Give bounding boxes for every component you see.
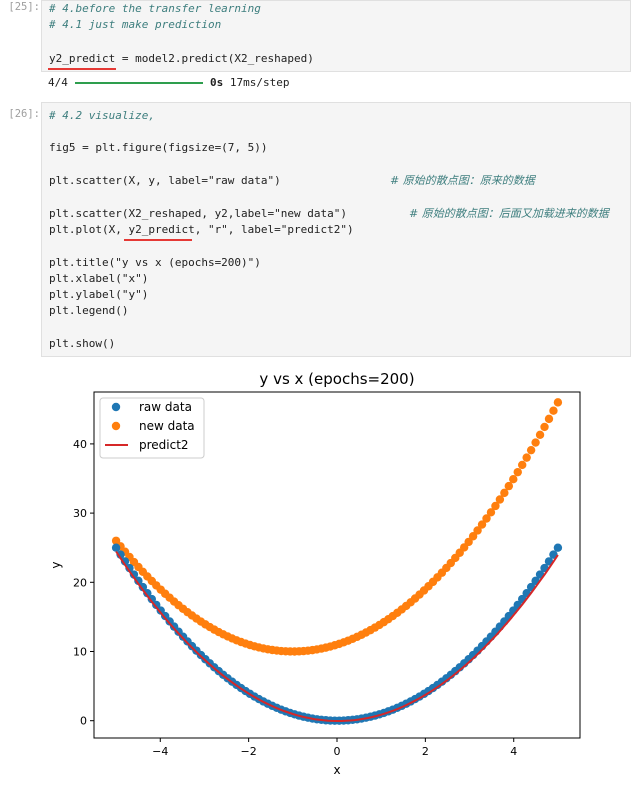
new-data-point bbox=[477, 520, 487, 529]
y-tick-label: 20 bbox=[73, 576, 87, 589]
x-tick-label: −2 bbox=[241, 745, 257, 758]
new-data-point bbox=[531, 438, 540, 447]
raw-data-point bbox=[549, 550, 558, 559]
legend-marker-new bbox=[111, 421, 121, 431]
legend: raw data new data predict2 bbox=[99, 397, 205, 459]
x-axis-label: x bbox=[333, 763, 340, 777]
new-data-point bbox=[526, 445, 536, 455]
new-data-point bbox=[504, 481, 514, 491]
output-step-count: 4/4 bbox=[48, 76, 68, 89]
code-comment: # 4.2 visualize, bbox=[49, 109, 155, 122]
new-data-point bbox=[544, 414, 554, 424]
new-data-point bbox=[513, 467, 522, 477]
new-data-point bbox=[473, 526, 482, 535]
predict2-line bbox=[115, 550, 559, 722]
code-line-xlabel: plt.xlabel("x") bbox=[49, 272, 149, 285]
raw-data-point bbox=[138, 582, 148, 592]
red-underline bbox=[124, 239, 192, 241]
code-line-scatter-new: plt.scatter(X2_reshaped, y2,label="new d… bbox=[49, 207, 348, 220]
raw-data-point bbox=[129, 570, 139, 579]
code-line-title: plt.title("y vs x (epochs=200)") bbox=[49, 256, 261, 269]
legend-marker-raw bbox=[111, 402, 121, 412]
chart-title: y vs x (epochs=200) bbox=[259, 370, 414, 388]
new-data-point bbox=[500, 488, 509, 498]
progress-bar bbox=[75, 82, 203, 84]
x-tick-label: 4 bbox=[510, 745, 517, 758]
code-line-legend: plt.legend() bbox=[49, 304, 129, 317]
new-data-point bbox=[482, 514, 491, 523]
legend-label-raw: raw data bbox=[139, 400, 192, 414]
raw-data-point bbox=[147, 594, 156, 604]
x-tick-label: 0 bbox=[334, 745, 341, 758]
y-tick-label: 10 bbox=[73, 646, 87, 659]
y-axis-ticks: 0 10 20 30 40 bbox=[73, 438, 94, 728]
x-axis-ticks: −4 −2 0 2 4 bbox=[152, 738, 517, 758]
code-comment: # 4.before the transfer learning bbox=[49, 2, 261, 15]
series-predict2 bbox=[115, 550, 559, 722]
y-axis-label: y bbox=[49, 561, 63, 568]
y-tick-label: 30 bbox=[73, 507, 87, 520]
code-line-ylabel: plt.ylabel("y") bbox=[49, 288, 149, 301]
cell-prompt: [26]: bbox=[8, 108, 40, 120]
new-data-point bbox=[549, 406, 558, 415]
red-underline bbox=[48, 68, 116, 70]
code-line-show: plt.show() bbox=[49, 337, 116, 350]
new-data-point bbox=[509, 474, 518, 484]
x-tick-label: 2 bbox=[422, 745, 429, 758]
series-new-data bbox=[111, 398, 563, 656]
y-tick-label: 40 bbox=[73, 438, 87, 451]
raw-data-point bbox=[143, 588, 152, 598]
new-data-point bbox=[464, 537, 473, 547]
notebook-cell-26[interactable]: [26]: # 4.2 visualize, fig5 = plt.figure… bbox=[0, 100, 633, 357]
raw-data-point bbox=[134, 576, 143, 586]
legend-box bbox=[99, 397, 205, 459]
new-data-point bbox=[553, 398, 563, 407]
legend-label-new: new data bbox=[139, 419, 195, 433]
new-data-point bbox=[518, 460, 527, 470]
code-line-plot: plt.plot(X, y2_predict, "r", label="pred… bbox=[49, 223, 354, 236]
new-data-point bbox=[540, 422, 549, 432]
new-data-point bbox=[468, 532, 478, 541]
code-line-figure: fig5 = plt.figure(figsize=(7, 5)) bbox=[49, 141, 268, 154]
notebook-cell-25[interactable]: [25]: # 4.before the transfer learning #… bbox=[0, 0, 633, 100]
code-editor[interactable]: # 4.before the transfer learning # 4.1 j… bbox=[41, 0, 631, 72]
code-comment: # 原始的散点图：后面又加载进来的数据 bbox=[409, 207, 609, 220]
output-time: 0s 17ms/step bbox=[210, 76, 290, 89]
cell-prompt: [25]: bbox=[8, 1, 40, 13]
x-tick-label: −4 bbox=[152, 745, 168, 758]
raw-data-point bbox=[125, 563, 134, 573]
code-editor[interactable]: # 4.2 visualize, fig5 = plt.figure(figsi… bbox=[41, 102, 631, 357]
code-line-predict: y2_predict = model2.predict(X2_reshaped) bbox=[49, 52, 314, 65]
code-line-scatter-raw: plt.scatter(X, y, label="raw data") bbox=[49, 174, 281, 187]
new-data-point bbox=[491, 501, 500, 511]
code-comment: # 4.1 just make prediction bbox=[49, 18, 222, 31]
new-data-point bbox=[486, 508, 496, 517]
y-tick-label: 0 bbox=[80, 715, 87, 728]
raw-data-point bbox=[553, 543, 563, 552]
legend-label-predict: predict2 bbox=[139, 438, 189, 452]
raw-data-point bbox=[111, 543, 121, 552]
raw-data-point bbox=[152, 600, 161, 610]
code-comment: # 原始的散点图：原来的数据 bbox=[390, 174, 535, 187]
new-data-point bbox=[495, 495, 505, 504]
new-data-point bbox=[535, 430, 545, 440]
new-data-point bbox=[522, 453, 531, 462]
